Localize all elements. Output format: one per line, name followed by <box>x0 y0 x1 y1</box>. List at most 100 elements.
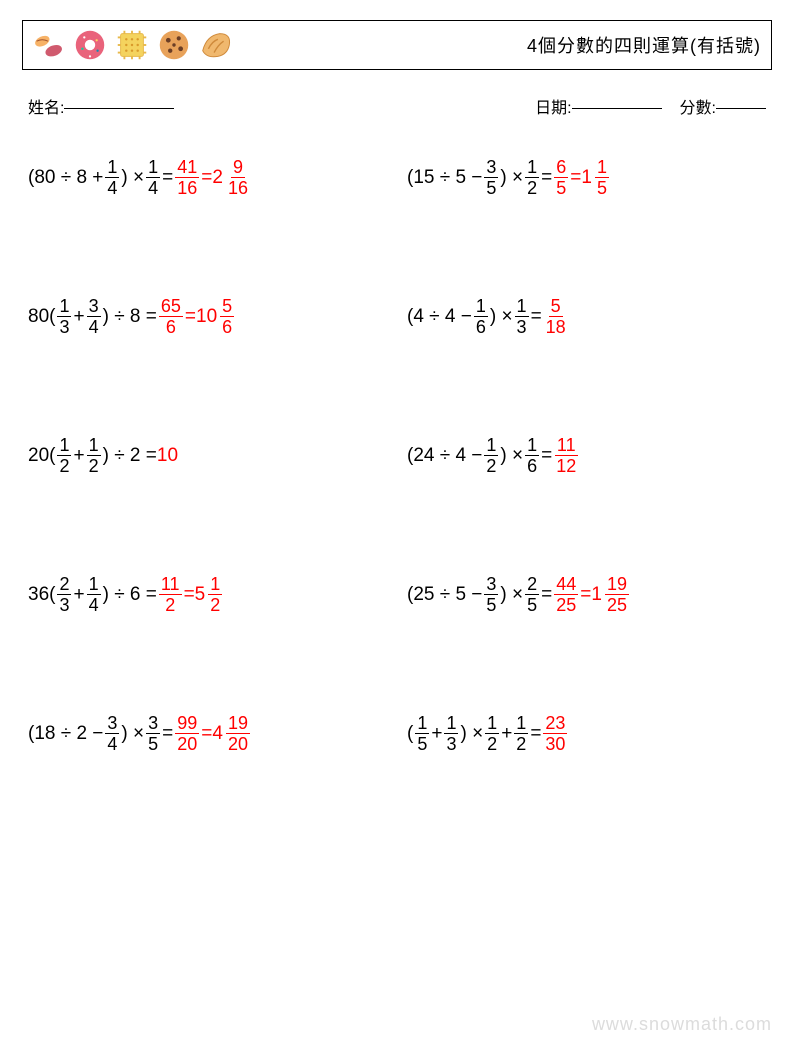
header-icons <box>29 26 235 64</box>
expr-text: 80( <box>28 306 55 328</box>
fraction: 1925 <box>605 575 629 614</box>
cookie-icon <box>155 26 193 64</box>
expr-text: = <box>541 167 552 189</box>
fraction: 14 <box>87 575 101 614</box>
expr-text: (25 ÷ 5 − <box>407 584 482 606</box>
fraction: 13 <box>57 297 71 336</box>
expr-text: 36( <box>28 584 55 606</box>
fraction: 916 <box>226 158 250 197</box>
fraction: 12 <box>525 158 539 197</box>
fraction: 15 <box>415 714 429 753</box>
expr-text: ) × <box>121 723 144 745</box>
expr-text: ) × <box>500 584 523 606</box>
expr-text: = <box>162 723 173 745</box>
fraction: 35 <box>484 575 498 614</box>
expr-text: ) ÷ 6 = <box>103 584 157 606</box>
header-box: 4個分數的四則運算(有括號) <box>22 20 772 70</box>
cracker-icon <box>113 26 151 64</box>
expr-text: 10 <box>157 445 178 467</box>
mixed-number: 11925 <box>591 575 631 614</box>
expr-text: (80 ÷ 8 + <box>28 167 103 189</box>
expr-text: + <box>73 584 84 606</box>
expr-text: ) × <box>500 445 523 467</box>
expr-text: = <box>580 584 591 606</box>
expr-text: 20( <box>28 445 55 467</box>
expr-text: = <box>184 584 195 606</box>
fraction: 34 <box>87 297 101 336</box>
fraction: 12 <box>514 714 528 753</box>
fraction: 9920 <box>175 714 199 753</box>
problem-8: (25 ÷ 5 − 35) × 25 = 4425 = 11925 <box>407 575 766 614</box>
expr-text: ) ÷ 8 = <box>103 306 157 328</box>
worksheet-page: 4個分數的四則運算(有括號) 姓名: 日期: 分數: (80 ÷ 8 + 14)… <box>0 0 794 1053</box>
expr-text: ) × <box>490 306 513 328</box>
expr-text: (15 ÷ 5 − <box>407 167 482 189</box>
fraction: 13 <box>515 297 529 336</box>
expr-text: = <box>201 167 212 189</box>
fraction: 16 <box>474 297 488 336</box>
meta-row: 姓名: 日期: 分數: <box>22 94 772 118</box>
croissant-icon <box>197 26 235 64</box>
date-underline <box>572 94 662 109</box>
fraction: 14 <box>146 158 160 197</box>
fraction: 4425 <box>554 575 578 614</box>
fraction: 15 <box>595 158 609 197</box>
fraction: 25 <box>525 575 539 614</box>
expr-text: = <box>201 723 212 745</box>
fraction: 1112 <box>554 436 578 475</box>
problem-3: 80(13 + 34) ÷ 8 = 656 = 1056 <box>28 297 387 336</box>
donut-icon <box>71 26 109 64</box>
fraction: 65 <box>554 158 568 197</box>
mixed-number: 2916 <box>212 158 252 197</box>
date-label: 日期: <box>535 94 571 118</box>
fraction: 56 <box>220 297 234 336</box>
expr-text: ) × <box>500 167 523 189</box>
fraction: 13 <box>444 714 458 753</box>
problem-9: (18 ÷ 2 − 34) × 35 = 9920 = 41920 <box>28 714 387 753</box>
fraction: 12 <box>57 436 71 475</box>
problem-7: 36(23 + 14) ÷ 6 = 112 = 512 <box>28 575 387 614</box>
expr-text: (18 ÷ 2 − <box>28 723 103 745</box>
expr-text: = <box>570 167 581 189</box>
watermark: www.snowmath.com <box>592 1014 772 1035</box>
expr-text: (24 ÷ 4 − <box>407 445 482 467</box>
expr-text: + <box>431 723 442 745</box>
expr-text: = <box>162 167 173 189</box>
problem-4: (4 ÷ 4 − 16) × 13 = 518 <box>407 297 766 336</box>
problem-1: (80 ÷ 8 + 14) × 14 = 4116 = 2916 <box>28 158 387 197</box>
expr-text: = <box>530 723 541 745</box>
expr-text: (4 ÷ 4 − <box>407 306 472 328</box>
expr-text: = <box>185 306 196 328</box>
expr-text: ) × <box>121 167 144 189</box>
fraction: 12 <box>87 436 101 475</box>
mixed-number: 115 <box>581 158 611 197</box>
fraction: 2330 <box>543 714 567 753</box>
fraction: 12 <box>484 436 498 475</box>
expr-text: + <box>73 445 84 467</box>
score-label: 分數: <box>680 94 716 118</box>
fraction: 1920 <box>226 714 250 753</box>
expr-text: = <box>541 445 552 467</box>
fraction: 14 <box>105 158 119 197</box>
problems-grid: (80 ÷ 8 + 14) × 14 = 4116 = 2916(15 ÷ 5 … <box>22 158 772 753</box>
mixed-number: 512 <box>195 575 225 614</box>
problem-6: (24 ÷ 4 − 12) × 16 = 1112 <box>407 436 766 475</box>
fraction: 12 <box>485 714 499 753</box>
fraction: 35 <box>484 158 498 197</box>
expr-text: ) × <box>460 723 483 745</box>
expr-text: + <box>501 723 512 745</box>
fraction: 656 <box>159 297 183 336</box>
mixed-number: 1056 <box>196 297 236 336</box>
beans-icon <box>29 26 67 64</box>
expr-text: ( <box>407 723 413 745</box>
fraction: 34 <box>105 714 119 753</box>
problem-5: 20(12 + 12) ÷ 2 = 10 <box>28 436 387 475</box>
fraction: 518 <box>544 297 568 336</box>
fraction: 23 <box>57 575 71 614</box>
fraction: 4116 <box>175 158 199 197</box>
expr-text: = <box>541 584 552 606</box>
fraction: 16 <box>525 436 539 475</box>
name-underline <box>64 94 174 109</box>
problem-10: (15 + 13) × 12 + 12 = 2330 <box>407 714 766 753</box>
expr-text: = <box>531 306 542 328</box>
